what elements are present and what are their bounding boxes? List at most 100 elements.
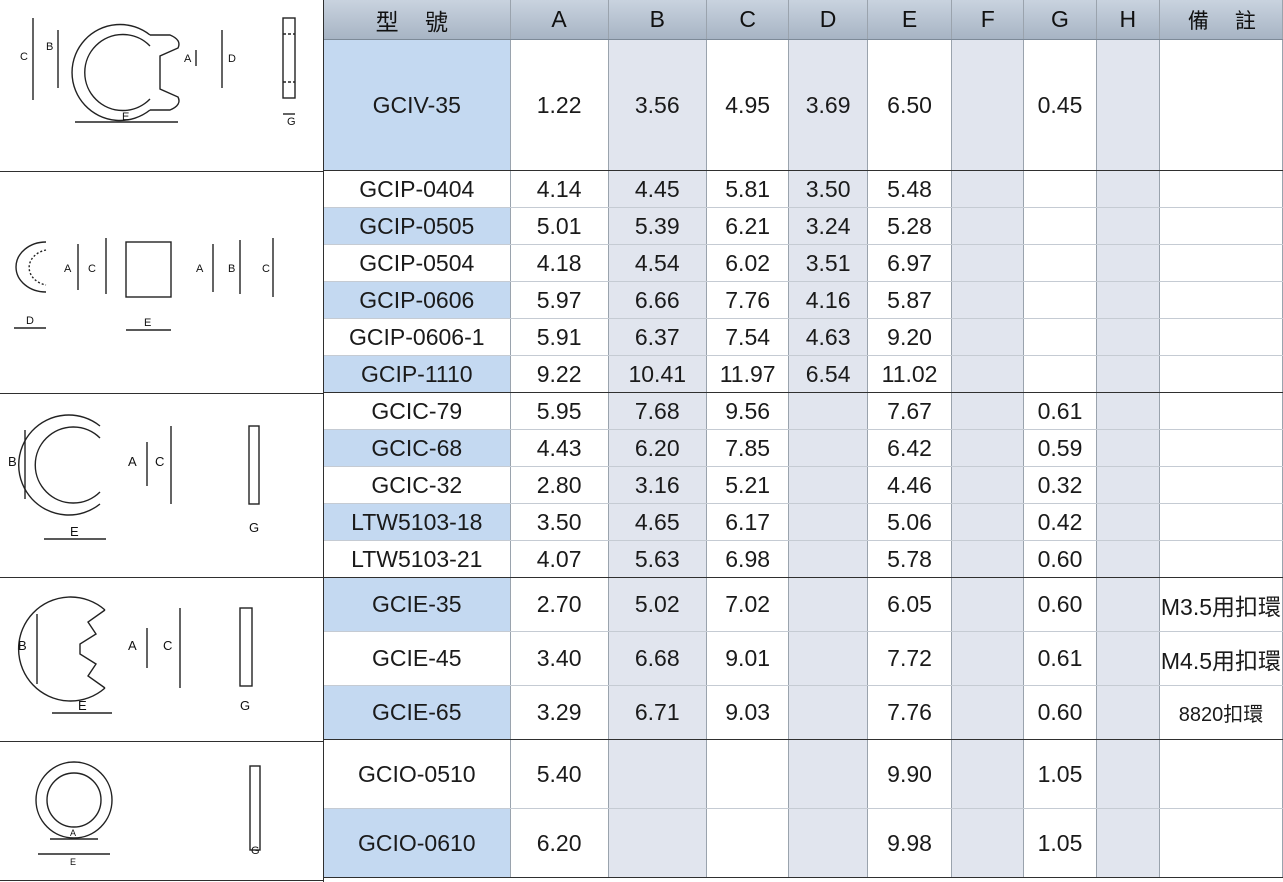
cell-f — [951, 244, 1025, 282]
cell-a: 2.70 — [510, 577, 609, 632]
table-row: GCIP-0606-1 5.91 6.37 7.54 4.63 9.20 — [324, 318, 1283, 356]
diagram-label-a: A — [196, 263, 204, 275]
table-row: GCIE-65 3.29 6.71 9.03 7.76 0.60 8820扣環 — [324, 685, 1283, 740]
cell-g: 0.61 — [1023, 392, 1097, 430]
table-row: GCIP-0505 5.01 5.39 6.21 3.24 5.28 — [324, 207, 1283, 245]
header-h: H — [1096, 0, 1160, 40]
cell-g — [1023, 170, 1097, 208]
cell-a: 5.01 — [510, 207, 609, 245]
cell-a: 4.18 — [510, 244, 609, 282]
cell-h — [1096, 281, 1160, 319]
cell-remark: M3.5用扣環 — [1159, 577, 1283, 632]
cell-b: 6.20 — [608, 429, 707, 467]
diagram-label-g: G — [251, 845, 260, 857]
cell-d: 3.50 — [788, 170, 868, 208]
cell-e: 7.76 — [867, 685, 953, 740]
cell-c: 4.95 — [706, 39, 790, 171]
cell-model: GCIE-65 — [324, 685, 511, 740]
cell-g: 0.32 — [1023, 466, 1097, 504]
cell-b — [608, 739, 707, 809]
cell-model: GCIC-32 — [324, 466, 511, 504]
diagram-clip-e: B A C E G — [17, 596, 253, 714]
table-row: GCIE-35 2.70 5.02 7.02 6.05 0.60 M3.5用扣環 — [324, 577, 1283, 632]
cell-e: 5.87 — [867, 281, 953, 319]
cell-g: 0.60 — [1023, 540, 1097, 578]
cell-e: 4.46 — [867, 466, 953, 504]
cell-model: GCIC-68 — [324, 429, 511, 467]
cell-h — [1096, 540, 1160, 578]
diagram-label-e: E — [70, 524, 79, 539]
diagram-clip-p: A C A B C D E — [14, 238, 274, 331]
cell-remark — [1159, 808, 1283, 878]
cell-a: 6.20 — [510, 808, 609, 878]
cell-c: 7.76 — [706, 281, 790, 319]
cell-h — [1096, 207, 1160, 245]
cell-b: 4.54 — [608, 244, 707, 282]
cell-b: 10.41 — [608, 355, 707, 393]
table-row: GCIO-0510 5.40 9.90 1.05 — [324, 739, 1283, 809]
table-row: GCIP-1110 9.22 10.41 11.97 6.54 11.02 — [324, 355, 1283, 393]
cell-e: 9.20 — [867, 318, 953, 356]
cell-a: 4.43 — [510, 429, 609, 467]
cell-a: 5.95 — [510, 392, 609, 430]
cell-h — [1096, 355, 1160, 393]
cell-g — [1023, 355, 1097, 393]
cell-a: 3.29 — [510, 685, 609, 740]
cell-d — [788, 429, 868, 467]
cell-c: 6.98 — [706, 540, 790, 578]
diagram-label-g: G — [287, 116, 296, 128]
cell-d: 4.63 — [788, 318, 868, 356]
cell-b: 4.45 — [608, 170, 707, 208]
header-d: D — [788, 0, 868, 40]
cell-f — [951, 540, 1025, 578]
cell-h — [1096, 808, 1160, 878]
table-row: GCIV-35 1.22 3.56 4.95 3.69 6.50 0.45 — [324, 39, 1283, 171]
cell-model: GCIE-45 — [324, 631, 511, 686]
cell-e: 7.67 — [867, 392, 953, 430]
header-model: 型 號 — [324, 0, 511, 40]
cell-remark: M4.5用扣環 — [1159, 631, 1283, 686]
diagram-label-b: B — [228, 263, 235, 275]
cell-h — [1096, 685, 1160, 740]
cell-e: 11.02 — [867, 355, 953, 393]
header-b: B — [608, 0, 707, 40]
cell-remark — [1159, 466, 1283, 504]
cell-c: 11.97 — [706, 355, 790, 393]
table-row: GCIO-0610 6.20 9.98 1.05 — [324, 808, 1283, 878]
cell-c — [706, 739, 790, 809]
cell-b: 6.66 — [608, 281, 707, 319]
cell-f — [951, 503, 1025, 541]
group-divider — [0, 880, 324, 881]
table-row: GCIE-45 3.40 6.68 9.01 7.72 0.61 M4.5用扣環 — [324, 631, 1283, 686]
cell-model: GCIC-79 — [324, 392, 511, 430]
diagram-clip-c: B A C E G — [8, 414, 260, 540]
cell-remark — [1159, 355, 1283, 393]
cell-e: 6.42 — [867, 429, 953, 467]
cell-d: 3.24 — [788, 207, 868, 245]
cell-d — [788, 739, 868, 809]
diagram-label-a: A — [70, 828, 76, 838]
cell-d: 3.69 — [788, 39, 868, 171]
diagram-label-a: A — [184, 53, 192, 65]
cell-model: GCIE-35 — [324, 577, 511, 632]
cell-e: 5.48 — [867, 170, 953, 208]
cell-g: 1.05 — [1023, 808, 1097, 878]
cell-f — [951, 808, 1025, 878]
column-divider — [323, 0, 324, 882]
diagram-label-e: E — [78, 698, 87, 713]
cell-f — [951, 355, 1025, 393]
cell-a: 1.22 — [510, 39, 609, 171]
cell-a: 4.07 — [510, 540, 609, 578]
diagram-label-a: A — [128, 454, 137, 469]
table-row: GCIP-0504 4.18 4.54 6.02 3.51 6.97 — [324, 244, 1283, 282]
diagram-clip-o: A E G — [35, 761, 261, 867]
cell-g: 1.05 — [1023, 739, 1097, 809]
diagram-label-c: C — [88, 263, 96, 275]
diagram-label-b: B — [18, 638, 27, 653]
diagram-clip-v: C B A D E G — [20, 17, 296, 128]
cell-e: 6.05 — [867, 577, 953, 632]
cell-e: 5.28 — [867, 207, 953, 245]
cell-remark: 8820扣環 — [1159, 685, 1283, 740]
cell-g: 0.42 — [1023, 503, 1097, 541]
cell-remark — [1159, 540, 1283, 578]
